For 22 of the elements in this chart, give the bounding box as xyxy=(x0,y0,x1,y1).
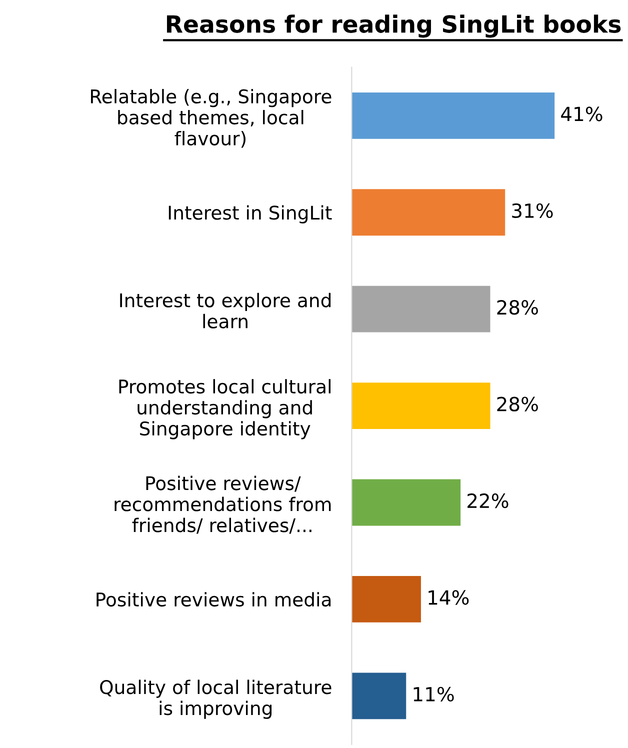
bar xyxy=(352,576,421,622)
bar xyxy=(352,286,490,332)
chart-title: Reasons for reading SingLit books xyxy=(166,14,621,38)
data-label: 28% xyxy=(497,396,538,412)
data-label: 22% xyxy=(468,493,508,508)
y-tick-label: Relatable (e.g., Singapore based themes, local flavour) xyxy=(91,88,332,148)
y-tick-label: Positive reviews/ recommendations from friends/ relatives/... xyxy=(114,476,331,534)
bar xyxy=(352,479,461,526)
bar xyxy=(352,382,490,429)
bar xyxy=(352,672,406,720)
data-label: 31% xyxy=(512,203,553,218)
bar xyxy=(352,189,506,236)
data-label: 28% xyxy=(497,300,538,315)
y-tick-label: Positive reviews in media xyxy=(96,592,331,607)
y-tick-label: Interest to explore and learn xyxy=(120,292,331,328)
y-tick-label: Promotes local cultural understanding and Singapore identity xyxy=(119,379,330,440)
y-tick-label: Interest in SingLit xyxy=(168,205,332,224)
data-label: 14% xyxy=(428,590,469,605)
data-label: 11% xyxy=(414,686,454,702)
bar xyxy=(352,92,555,139)
y-tick-label: Quality of local literature is improving xyxy=(100,680,332,719)
data-label: 41% xyxy=(561,106,602,122)
